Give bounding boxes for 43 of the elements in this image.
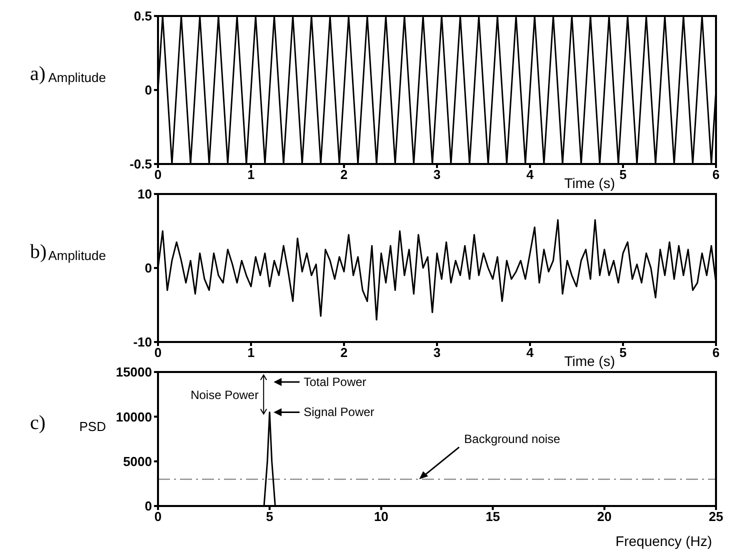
annotation: Signal Power bbox=[304, 405, 374, 420]
x-tick-label: 1 bbox=[247, 345, 255, 360]
x-tick-label: 5 bbox=[619, 345, 627, 360]
x-tick-label: 5 bbox=[619, 167, 627, 182]
y-tick-label: 10000 bbox=[116, 409, 152, 424]
text: c) bbox=[30, 412, 46, 434]
annotation: Total Power bbox=[304, 375, 366, 389]
x-axis-title: Frequency (Hz) bbox=[616, 533, 712, 549]
x-tick-label: 25 bbox=[708, 509, 724, 524]
annotation: Background noise bbox=[464, 432, 561, 446]
y-tick-label: 0 bbox=[144, 82, 152, 98]
text: b) bbox=[30, 241, 47, 263]
y-tick-label: 10 bbox=[138, 186, 152, 202]
x-tick-label: 20 bbox=[597, 509, 612, 524]
x-tick-label: 0 bbox=[154, 167, 162, 182]
y-tick-label: -0.5 bbox=[130, 156, 152, 172]
x-tick-label: 3 bbox=[433, 345, 441, 360]
y-axis-title: Amplitude bbox=[48, 248, 106, 263]
x-tick-label: 3 bbox=[433, 167, 441, 182]
x-axis-title: Time (s) bbox=[564, 175, 615, 191]
x-tick-label: 2 bbox=[340, 345, 348, 360]
y-tick-label: 0 bbox=[144, 498, 152, 514]
x-tick-label: 6 bbox=[712, 345, 720, 360]
y-tick-label: 5000 bbox=[123, 454, 152, 469]
x-tick-label: 5 bbox=[266, 509, 274, 524]
x-axis-title: Time (s) bbox=[564, 353, 615, 369]
x-tick-label: 0 bbox=[154, 345, 162, 360]
y-axis-title: Amplitude bbox=[48, 70, 106, 85]
x-tick-label: 6 bbox=[712, 167, 720, 182]
y-axis-title: PSD bbox=[79, 419, 106, 434]
annotation: Noise Power bbox=[190, 388, 259, 402]
y-tick-label: 15000 bbox=[116, 364, 152, 380]
x-tick-label: 15 bbox=[486, 509, 500, 524]
text: a) bbox=[30, 63, 46, 85]
y-tick-label: 0.5 bbox=[134, 8, 152, 24]
x-tick-label: 10 bbox=[374, 509, 388, 524]
x-tick-label: 4 bbox=[526, 167, 534, 182]
x-tick-label: 2 bbox=[340, 167, 348, 182]
y-tick-label: 0 bbox=[144, 260, 152, 276]
x-tick-label: 4 bbox=[526, 345, 534, 360]
x-tick-label: 1 bbox=[247, 167, 255, 182]
y-tick-label: -10 bbox=[133, 334, 152, 350]
x-tick-label: 0 bbox=[154, 509, 162, 524]
